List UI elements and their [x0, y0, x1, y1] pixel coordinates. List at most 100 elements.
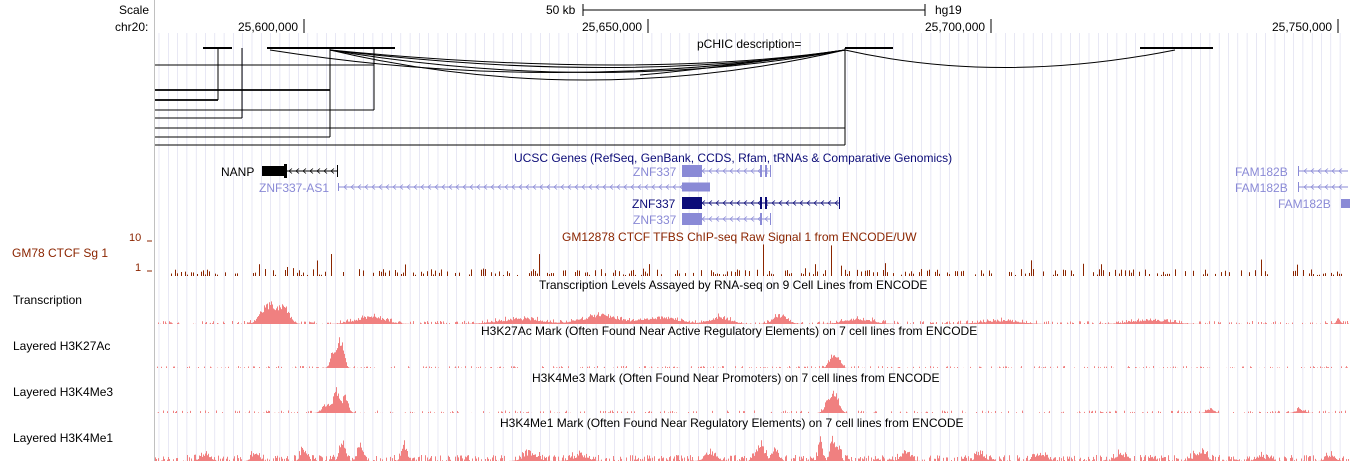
strand-arrow: [722, 216, 727, 222]
signal-bar: [401, 274, 402, 276]
signal-bar: [725, 274, 726, 276]
signal-bar: [939, 273, 940, 276]
transcription-track-title[interactable]: Transcription Levels Assayed by RNA-seq …: [539, 278, 928, 292]
signal-bar: [831, 245, 832, 276]
gene-label-fam182b[interactable]: FAM182B: [1278, 197, 1331, 211]
h3k4me1-track-title[interactable]: H3K4Me1 Mark (Often Found Near Regulator…: [500, 416, 964, 430]
signal-bar: [1255, 270, 1256, 276]
strand-arrow: [1310, 168, 1315, 174]
strand-arrow: [658, 184, 663, 190]
h3k4me3-track-title[interactable]: H3K4Me3 Mark (Often Found Near Promoters…: [532, 371, 940, 385]
signal-bar: [867, 270, 868, 276]
strand-arrow: [1303, 168, 1308, 174]
signal-bar: [287, 266, 288, 276]
transcription-side-label[interactable]: Transcription: [13, 293, 82, 307]
signal-bar: [397, 272, 398, 276]
strand-arrow: [588, 184, 593, 190]
signal-bar: [535, 270, 536, 276]
signal-bar: [427, 271, 428, 276]
signal-bar: [605, 273, 606, 276]
pchic-track-title[interactable]: pCHIC description=: [697, 37, 802, 51]
strand-arrow: [743, 216, 748, 222]
strand-arrow: [813, 200, 818, 206]
strand-arrow: [672, 184, 677, 190]
signal-bar: [1193, 270, 1194, 276]
h3k4me3-signal[interactable]: [155, 387, 1349, 413]
h3k4me1-signal[interactable]: [155, 435, 1349, 461]
pchic-track[interactable]: [155, 47, 1213, 146]
gene-label-nanp[interactable]: NANP: [221, 165, 255, 179]
strand-arrow: [799, 200, 804, 206]
signal-bar: [1083, 263, 1084, 276]
signal-bar: [507, 271, 508, 276]
signal-bar: [727, 271, 728, 276]
signal-bar: [635, 274, 636, 276]
strand-arrow: [316, 168, 321, 174]
signal-bar: [763, 244, 764, 276]
position-tick-label: 25,700,000: [925, 20, 986, 34]
h3k4me1-side-label[interactable]: Layered H3K4Me1: [13, 431, 114, 445]
strand-arrow: [302, 168, 307, 174]
signal-bar: [737, 269, 738, 276]
h3k4me3-side-label[interactable]: Layered H3K4Me3: [13, 385, 114, 399]
ctcf-track-title[interactable]: GM12878 CTCF TFBS ChIP-seq Raw Signal 1 …: [562, 230, 917, 244]
exon: [1298, 182, 1299, 192]
signal-bar: [549, 274, 550, 276]
signal-bar: [981, 270, 982, 276]
ctcf-side-label[interactable]: GM78 CTCF Sg 1: [12, 246, 109, 260]
signal-bar: [841, 265, 842, 276]
h3k27ac-track-title[interactable]: H3K27Ac Mark (Often Found Near Active Re…: [481, 324, 978, 338]
genes-track[interactable]: [262, 164, 1350, 225]
exon: [760, 213, 762, 225]
signal-bar: [745, 270, 746, 276]
signal-bar: [273, 270, 274, 276]
transcription-signal[interactable]: [155, 301, 1349, 324]
gene-label-znf337-as1[interactable]: ZNF337-AS1: [259, 181, 330, 195]
signal-bar: [395, 270, 396, 276]
strand-arrow: [1303, 184, 1308, 190]
h3k27ac-side-label[interactable]: Layered H3K27Ac: [13, 339, 111, 353]
signal-bar: [539, 254, 540, 276]
signal-bar: [595, 270, 596, 276]
signal-bar: [1099, 269, 1100, 276]
exon: [765, 165, 767, 177]
signal-bar: [1131, 272, 1132, 276]
signal-bar: [911, 271, 912, 276]
gene-label-fam182b[interactable]: FAM182B: [1235, 165, 1288, 179]
signal-bar: [503, 274, 504, 276]
signal-bar: [1293, 271, 1294, 276]
strand-arrow: [764, 216, 769, 222]
signal-bar: [235, 273, 236, 276]
signal-bar: [255, 272, 256, 276]
signal-bar: [1063, 269, 1064, 276]
gene-label-znf337[interactable]: ZNF337: [633, 165, 677, 179]
signal-bar: [1015, 274, 1016, 276]
h3k27ac-signal[interactable]: [155, 337, 1349, 368]
gene-label-fam182b[interactable]: FAM182B: [1235, 181, 1288, 195]
strand-arrow: [834, 200, 839, 206]
exon: [682, 213, 702, 225]
signal-bar: [849, 271, 850, 276]
signal-bar: [773, 274, 774, 276]
signal-bar: [1053, 274, 1054, 276]
gene-label-znf337[interactable]: ZNF337: [632, 197, 676, 211]
strand-arrow: [553, 184, 558, 190]
signal-bar: [629, 273, 630, 276]
signal-bar: [1317, 274, 1318, 276]
signal-bar: [957, 271, 958, 276]
genes-track-title[interactable]: UCSC Genes (RefSeq, GenBank, CCDS, Rfam,…: [514, 151, 953, 165]
signal-bar: [983, 273, 984, 276]
signal-bar: [547, 272, 548, 276]
signal-bar: [303, 272, 304, 276]
strand-arrow: [609, 184, 614, 190]
signal-bar: [207, 269, 208, 276]
signal-bar: [285, 270, 286, 276]
ctcf-signal[interactable]: [147, 240, 1342, 276]
signal-bar: [845, 269, 846, 276]
signal-bar: [1161, 274, 1162, 276]
gene-label-znf337[interactable]: ZNF337: [633, 213, 677, 227]
signal-bar: [803, 273, 804, 276]
strand-arrow: [729, 200, 734, 206]
signal-bar: [913, 273, 914, 276]
